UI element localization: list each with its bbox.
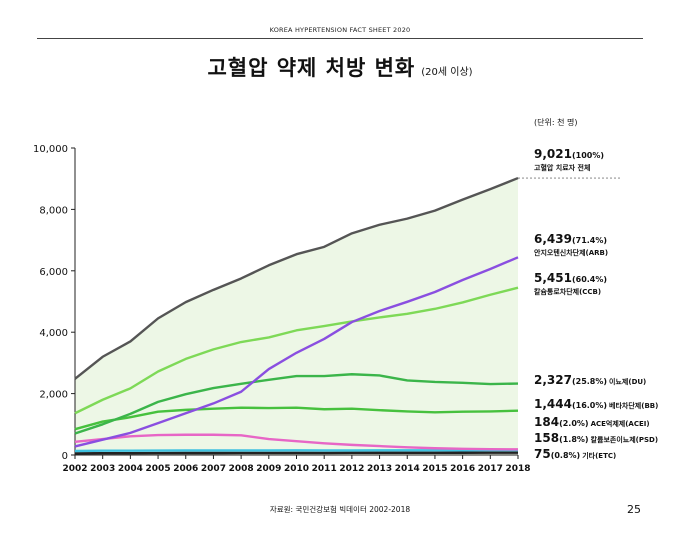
series-label-0: 9,021(100%) <box>534 147 604 161</box>
x-tick-label: 2010 <box>284 464 309 474</box>
series-line-3 <box>74 373 519 435</box>
series-line-5 <box>74 433 519 451</box>
x-tick-label: 2017 <box>478 464 503 474</box>
series-label-4: 1,444(16.0%) 베타차단제(BB) <box>534 397 658 411</box>
x-tick-label: 2013 <box>367 464 392 474</box>
series-line-2 <box>74 286 519 415</box>
header-divider <box>37 38 643 39</box>
page-number: 25 <box>627 503 641 516</box>
series-line-7 <box>74 451 519 455</box>
series-label-6: 158(1.8%) 칼륨보존이뇨제(PSD) <box>534 431 658 445</box>
x-tick-label: 2004 <box>118 464 143 474</box>
title-sub: (20세 이상) <box>421 67 473 78</box>
x-tick-label: 2006 <box>173 464 198 474</box>
series-name-2: 칼슘통로차단제(CCB) <box>534 287 601 296</box>
x-tick-label: 2008 <box>229 464 254 474</box>
footer-source: 자료원: 국민건강보험 빅데이터 2002-2018 <box>269 505 411 514</box>
x-tick-label: 2018 <box>505 464 530 474</box>
x-tick-label: 2003 <box>90 464 115 474</box>
series-name-0: 고혈압 치료자 전체 <box>534 163 590 172</box>
series-line-0 <box>74 176 519 380</box>
series-label-2: 5,451(60.4%) <box>534 271 607 285</box>
x-tick-label: 2012 <box>339 464 364 474</box>
x-tick-label: 2009 <box>256 464 281 474</box>
series-line-6 <box>74 448 519 453</box>
y-tick-label: 8,000 <box>39 205 68 216</box>
series-line-4 <box>74 406 519 431</box>
x-tick-label: 2002 <box>62 464 87 474</box>
y-tick-label: 6,000 <box>39 267 68 278</box>
y-tick-label: 0 <box>62 451 68 462</box>
series-label-5: 184(2.0%) ACE억제제(ACEI) <box>534 415 650 429</box>
x-tick-label: 2015 <box>422 464 447 474</box>
series-label-1: 6,439(71.4%) <box>534 232 607 246</box>
series-line-1 <box>74 256 519 448</box>
x-tick-label: 2005 <box>146 464 171 474</box>
y-tick-label: 10,000 <box>33 144 68 155</box>
page-title: 고혈압 약제 처방 변화 (20세 이상) <box>0 52 680 82</box>
header-text: KOREA HYPERTENSION FACT SHEET 2020 <box>269 26 411 34</box>
x-tick-label: 2014 <box>395 464 420 474</box>
y-tick-label: 4,000 <box>39 328 68 339</box>
x-tick-label: 2016 <box>450 464 475 474</box>
y-tick-label: 2,000 <box>39 390 68 401</box>
series-label-7: 75(0.8%) 기타(ETC) <box>534 447 616 461</box>
series-name-1: 안지오텐신차단제(ARB) <box>534 248 608 257</box>
title-main: 고혈압 약제 처방 변화 <box>207 56 416 80</box>
unit-label: (단위: 천 명) <box>534 118 578 127</box>
total-area-fill <box>75 178 518 455</box>
x-tick-label: 2007 <box>201 464 226 474</box>
x-tick-label: 2011 <box>312 464 337 474</box>
series-label-3: 2,327(25.8%) 이뇨제(DU) <box>534 373 646 387</box>
